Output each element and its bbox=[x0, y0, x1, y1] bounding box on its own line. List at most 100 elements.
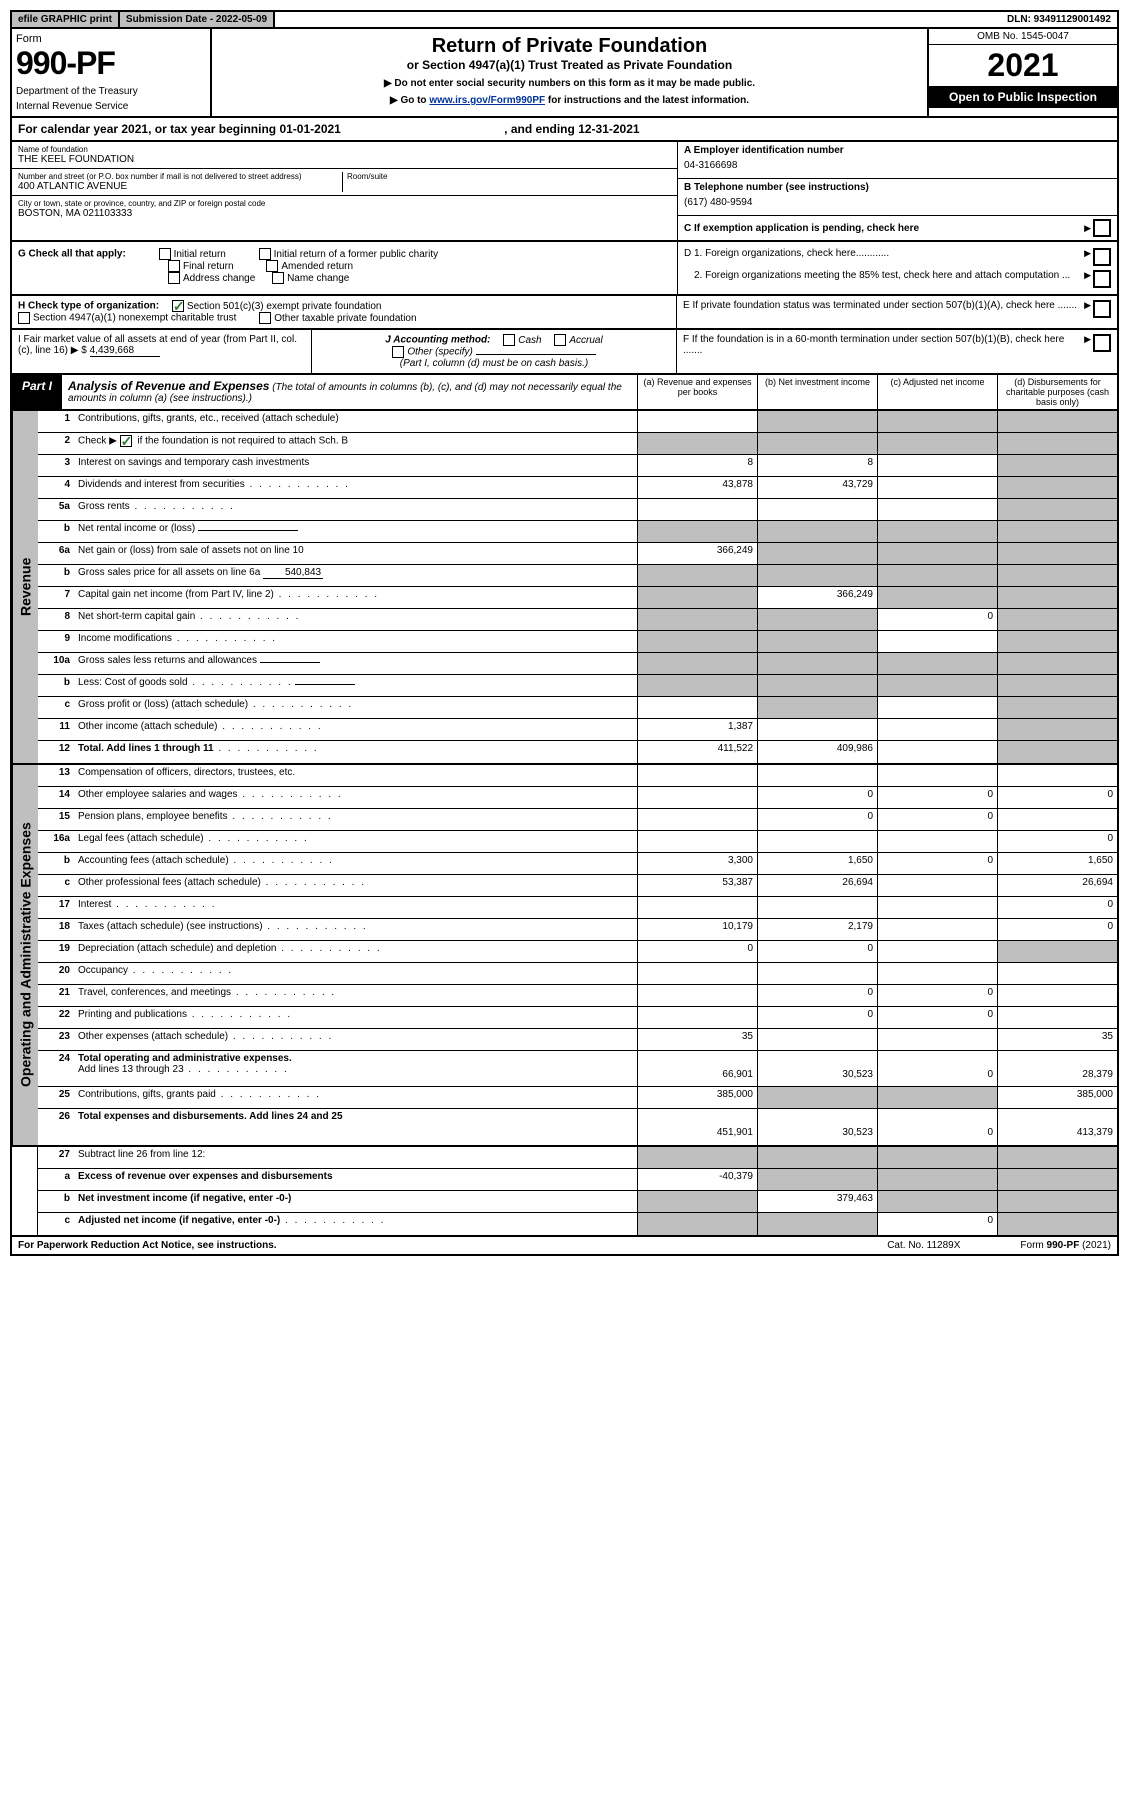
phone-value: (617) 480-9594 bbox=[684, 193, 1111, 212]
foundation-info: Name of foundation THE KEEL FOUNDATION N… bbox=[10, 142, 1119, 242]
line-24: Total operating and administrative expen… bbox=[74, 1051, 637, 1086]
e-label: E If private foundation status was termi… bbox=[683, 300, 1084, 324]
d1-label: D 1. Foreign organizations, check here..… bbox=[684, 248, 1084, 266]
line-10b: Less: Cost of goods sold bbox=[74, 675, 637, 696]
column-headers: (a) Revenue and expenses per books (b) N… bbox=[637, 375, 1117, 409]
section-h-e: H Check type of organization: Section 50… bbox=[10, 296, 1119, 330]
part1-header: Part I Analysis of Revenue and Expenses … bbox=[10, 375, 1119, 411]
ssn-note: ▶ Do not enter social security numbers o… bbox=[218, 78, 921, 89]
line-11: Other income (attach schedule) bbox=[74, 719, 637, 740]
initial-return-checkbox[interactable] bbox=[159, 248, 171, 260]
line-10a: Gross sales less returns and allowances bbox=[74, 653, 637, 674]
accrual-checkbox[interactable] bbox=[554, 334, 566, 346]
line-7: Capital gain net income (from Part IV, l… bbox=[74, 587, 637, 608]
line-8: Net short-term capital gain bbox=[74, 609, 637, 630]
col-c-header: (c) Adjusted net income bbox=[877, 375, 997, 409]
year-end: 12-31-2021 bbox=[578, 122, 639, 136]
former-charity-checkbox[interactable] bbox=[259, 248, 271, 260]
g-label: G Check all that apply: bbox=[18, 249, 126, 260]
schb-checkbox[interactable] bbox=[120, 435, 132, 447]
h-label: H Check type of organization: bbox=[18, 301, 159, 312]
f-checkbox[interactable] bbox=[1093, 334, 1111, 352]
name-change-checkbox[interactable] bbox=[272, 272, 284, 284]
line-13: Compensation of officers, directors, tru… bbox=[74, 765, 637, 786]
goto-note: ▶ Go to www.irs.gov/Form990PF for instru… bbox=[218, 95, 921, 106]
other-method-checkbox[interactable] bbox=[392, 346, 404, 358]
line-27a: Excess of revenue over expenses and disb… bbox=[74, 1169, 637, 1190]
tax-year: 2021 bbox=[929, 45, 1117, 86]
page-footer: For Paperwork Reduction Act Notice, see … bbox=[10, 1237, 1119, 1256]
expenses-side-label: Operating and Administrative Expenses bbox=[12, 765, 38, 1145]
line-16a: Legal fees (attach schedule) bbox=[74, 831, 637, 852]
d1-checkbox[interactable] bbox=[1093, 248, 1111, 266]
form-header: Form 990-PF Department of the Treasury I… bbox=[10, 29, 1119, 118]
part1-title: Analysis of Revenue and Expenses bbox=[68, 379, 269, 393]
exemption-checkbox[interactable] bbox=[1093, 219, 1111, 237]
line-1: Contributions, gifts, grants, etc., rece… bbox=[74, 411, 637, 432]
line-25: Contributions, gifts, grants paid bbox=[74, 1087, 637, 1108]
line-2: Check ▶ if the foundation is not require… bbox=[74, 433, 637, 454]
fmv-value: 4,439,668 bbox=[90, 345, 160, 357]
summary-section: 27Subtract line 26 from line 12: aExcess… bbox=[10, 1147, 1119, 1237]
part1-label: Part I bbox=[12, 375, 62, 409]
ein-label: A Employer identification number bbox=[684, 145, 1111, 156]
line-19: Depreciation (attach schedule) and deple… bbox=[74, 941, 637, 962]
omb-number: OMB No. 1545-0047 bbox=[929, 29, 1117, 45]
j-label: J Accounting method: bbox=[385, 335, 490, 346]
line-6a: Net gain or (loss) from sale of assets n… bbox=[74, 543, 637, 564]
year-begin: 01-01-2021 bbox=[279, 122, 340, 136]
other-taxable-checkbox[interactable] bbox=[259, 312, 271, 324]
section-i-j-f: I Fair market value of all assets at end… bbox=[10, 330, 1119, 375]
line-22: Printing and publications bbox=[74, 1007, 637, 1028]
revenue-section: Revenue 1Contributions, gifts, grants, e… bbox=[10, 411, 1119, 765]
instructions-link[interactable]: www.irs.gov/Form990PF bbox=[429, 95, 545, 106]
open-inspection: Open to Public Inspection bbox=[929, 86, 1117, 108]
dept-irs: Internal Revenue Service bbox=[16, 101, 206, 112]
line-5a: Gross rents bbox=[74, 499, 637, 520]
exemption-label: C If exemption application is pending, c… bbox=[684, 223, 1084, 234]
line-10c: Gross profit or (loss) (attach schedule) bbox=[74, 697, 637, 718]
arrow-icon bbox=[1084, 223, 1093, 234]
line-15: Pension plans, employee benefits bbox=[74, 809, 637, 830]
line-16c: Other professional fees (attach schedule… bbox=[74, 875, 637, 896]
revenue-side-label: Revenue bbox=[12, 411, 38, 763]
dln: DLN: 93491129001492 bbox=[1001, 12, 1117, 27]
d2-checkbox[interactable] bbox=[1093, 270, 1111, 288]
line-17: Interest bbox=[74, 897, 637, 918]
section-g-d: G Check all that apply: Initial return I… bbox=[10, 242, 1119, 296]
form-subtitle: or Section 4947(a)(1) Trust Treated as P… bbox=[218, 58, 921, 72]
line-26: Total expenses and disbursements. Add li… bbox=[74, 1109, 637, 1145]
final-return-checkbox[interactable] bbox=[168, 260, 180, 272]
line-12: Total. Add lines 1 through 11 bbox=[74, 741, 637, 763]
j-note: (Part I, column (d) must be on cash basi… bbox=[400, 358, 588, 369]
top-bar: efile GRAPHIC print Submission Date - 20… bbox=[10, 10, 1119, 29]
line-20: Occupancy bbox=[74, 963, 637, 984]
4947a1-checkbox[interactable] bbox=[18, 312, 30, 324]
f-label: F If the foundation is in a 60-month ter… bbox=[683, 334, 1084, 369]
street-label: Number and street (or P.O. box number if… bbox=[18, 172, 342, 181]
form-ref: Form 990-PF (2021) bbox=[1020, 1240, 1111, 1251]
amended-return-checkbox[interactable] bbox=[266, 260, 278, 272]
line-27c: Adjusted net income (if negative, enter … bbox=[74, 1213, 637, 1235]
dept-treasury: Department of the Treasury bbox=[16, 86, 206, 97]
e-checkbox[interactable] bbox=[1093, 300, 1111, 318]
foundation-name: THE KEEL FOUNDATION bbox=[18, 154, 671, 165]
line-5b: Net rental income or (loss) bbox=[74, 521, 637, 542]
city-label: City or town, state or province, country… bbox=[18, 199, 671, 208]
line-4: Dividends and interest from securities bbox=[74, 477, 637, 498]
line-16b: Accounting fees (attach schedule) bbox=[74, 853, 637, 874]
expenses-section: Operating and Administrative Expenses 13… bbox=[10, 765, 1119, 1147]
501c3-checkbox[interactable] bbox=[172, 300, 184, 312]
room-label: Room/suite bbox=[347, 172, 671, 181]
submission-date: Submission Date - 2022-05-09 bbox=[120, 12, 275, 27]
cash-checkbox[interactable] bbox=[503, 334, 515, 346]
street-address: 400 ATLANTIC AVENUE bbox=[18, 181, 342, 192]
address-change-checkbox[interactable] bbox=[168, 272, 180, 284]
paperwork-notice: For Paperwork Reduction Act Notice, see … bbox=[18, 1240, 277, 1251]
line-3: Interest on savings and temporary cash i… bbox=[74, 455, 637, 476]
line-27b: Net investment income (if negative, ente… bbox=[74, 1191, 637, 1212]
phone-label: B Telephone number (see instructions) bbox=[684, 182, 1111, 193]
d2-label: 2. Foreign organizations meeting the 85%… bbox=[684, 270, 1084, 288]
calendar-year-row: For calendar year 2021, or tax year begi… bbox=[10, 118, 1119, 142]
line-9: Income modifications bbox=[74, 631, 637, 652]
